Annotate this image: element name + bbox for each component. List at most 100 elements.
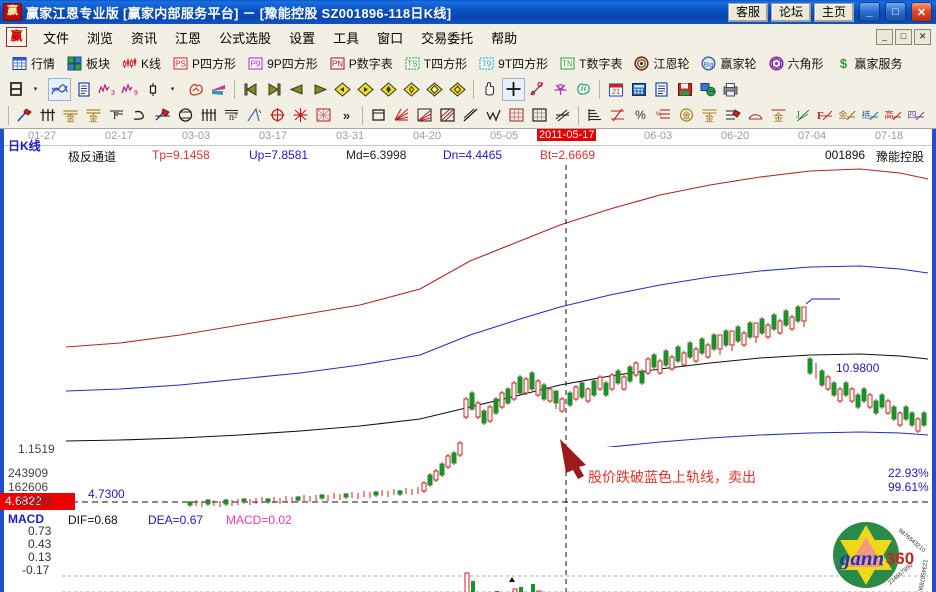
shortcut-hexagon[interactable]: 六角形 xyxy=(763,55,830,72)
gold-circle-icon[interactable]: 金 xyxy=(676,105,697,126)
shortcut-winner-service[interactable]: $ 赢家服务 xyxy=(830,55,909,72)
ma9-icon[interactable]: 9 xyxy=(119,79,140,100)
last-page-icon[interactable] xyxy=(263,79,284,100)
shortcut-t-table[interactable]: TN T数字表 xyxy=(554,55,628,72)
spider-web-icon[interactable] xyxy=(313,105,334,126)
shortcut-winner-wheel[interactable]: Big 赢家轮 xyxy=(695,55,762,72)
pen-red-icon[interactable] xyxy=(152,105,173,126)
next-icon[interactable] xyxy=(309,79,330,100)
chart-area[interactable]: 01-27 02-17 03-03 03-17 03-31 04-20 05-0… xyxy=(0,128,936,592)
single-bar-icon[interactable] xyxy=(142,79,163,100)
forum-button[interactable]: 论坛 xyxy=(770,2,811,22)
prev-icon[interactable] xyxy=(286,79,307,100)
maximize-button[interactable]: □ xyxy=(885,2,906,22)
network-icon[interactable] xyxy=(697,79,718,100)
crosshair-tool-icon[interactable] xyxy=(502,77,525,101)
histogram-icon[interactable] xyxy=(208,79,229,100)
j-line-icon[interactable]: J xyxy=(791,105,812,126)
percent-line-icon[interactable] xyxy=(607,105,628,126)
grid-lines-icon[interactable] xyxy=(37,105,58,126)
period-select-icon[interactable] xyxy=(5,79,26,100)
menu-item-help[interactable]: 帮助 xyxy=(491,30,518,46)
pencil-draw-icon[interactable] xyxy=(14,105,35,126)
minimize-button[interactable]: _ xyxy=(859,2,880,22)
angle-icon[interactable] xyxy=(244,105,265,126)
shortcut-sector[interactable]: 板块 xyxy=(61,55,116,72)
shortcut-p-table[interactable]: PN P数字表 xyxy=(324,55,399,72)
measure-tool-icon[interactable] xyxy=(527,79,548,100)
shortcut-t-square[interactable]: TS T四方形 xyxy=(399,55,473,72)
homepage-button[interactable]: 主页 xyxy=(813,2,854,22)
menu-item-trade[interactable]: 交易委托 xyxy=(421,30,474,46)
menu-item-settings[interactable]: 设置 xyxy=(289,30,316,46)
zoom-left-icon[interactable] xyxy=(332,79,353,100)
period-dropdown-caret[interactable]: ▾ xyxy=(33,86,38,93)
f-line-icon[interactable]: F xyxy=(814,105,835,126)
percent-steps-icon[interactable]: % xyxy=(653,105,674,126)
fan-red-icon[interactable] xyxy=(391,105,412,126)
gao-icon[interactable]: 高 xyxy=(883,105,904,126)
curve-icon[interactable] xyxy=(129,105,150,126)
calculator-icon[interactable] xyxy=(628,79,649,100)
menu-item-file[interactable]: 文件 xyxy=(43,30,70,46)
pattern-icon[interactable] xyxy=(185,79,206,100)
si-icon[interactable]: 四 xyxy=(906,105,927,126)
zoom-right-icon[interactable] xyxy=(355,79,376,100)
zigzag-icon[interactable] xyxy=(483,105,504,126)
print-icon[interactable] xyxy=(720,79,741,100)
box-diag-icon[interactable] xyxy=(437,105,458,126)
lian-icon[interactable]: 裢 xyxy=(860,105,881,126)
star-burst-icon[interactable] xyxy=(290,105,311,126)
menu-item-news[interactable]: 资讯 xyxy=(131,30,158,46)
zoom-in-icon[interactable] xyxy=(378,79,399,100)
bar-dropdown-caret[interactable]: ▾ xyxy=(170,86,175,93)
gold-ratio2-icon[interactable]: 金 xyxy=(83,105,104,126)
shortcut-9p-square[interactable]: P9 9P四方形 xyxy=(242,55,324,72)
grid-icon[interactable] xyxy=(506,105,527,126)
zoom-out-icon[interactable] xyxy=(401,79,422,100)
customer-service-button[interactable]: 客服 xyxy=(727,2,768,22)
target-icon[interactable] xyxy=(267,105,288,126)
save-icon[interactable] xyxy=(674,79,695,100)
gold-line-icon[interactable]: 金 xyxy=(699,105,720,126)
calendar-icon[interactable]: 21 xyxy=(605,79,626,100)
more-tools-icon[interactable]: » xyxy=(342,107,351,123)
percent-icon[interactable]: % xyxy=(635,108,646,122)
mdi-close-button[interactable]: ✕ xyxy=(914,29,931,45)
rect-icon[interactable] xyxy=(368,105,389,126)
contract-icon[interactable] xyxy=(447,79,468,100)
parallel-icon[interactable] xyxy=(552,105,573,126)
gold-fan-icon[interactable]: 金 xyxy=(768,105,789,126)
f-lines-icon[interactable]: F xyxy=(106,105,127,126)
menu-item-gann[interactable]: 江恩 xyxy=(175,30,202,46)
overlay-toggle-icon[interactable] xyxy=(48,77,71,101)
menu-item-tools[interactable]: 工具 xyxy=(333,30,360,46)
report-icon[interactable] xyxy=(73,79,94,100)
fan-fill-icon[interactable] xyxy=(414,105,435,126)
brain-tool-icon[interactable] xyxy=(573,79,594,100)
brush-icon[interactable] xyxy=(722,105,743,126)
shortcut-kline[interactable]: K线 xyxy=(116,55,167,72)
mdi-minimize-button[interactable]: _ xyxy=(876,29,893,45)
shortcut-gann-wheel[interactable]: 江恩轮 xyxy=(628,55,695,72)
shortcut-9t-square[interactable]: T9 9T四方形 xyxy=(473,55,554,72)
menu-item-window[interactable]: 窗口 xyxy=(377,30,404,46)
notes-icon[interactable] xyxy=(651,79,672,100)
ma3-icon[interactable]: 3 xyxy=(96,79,117,100)
grid2-icon[interactable] xyxy=(529,105,550,126)
close-button[interactable]: ✕ xyxy=(911,2,932,22)
circle-lines-icon[interactable] xyxy=(175,105,196,126)
gold-ratio1-icon[interactable]: 金 xyxy=(60,105,81,126)
shortcut-p-square[interactable]: PS P四方形 xyxy=(167,55,242,72)
hash-lines-icon[interactable] xyxy=(198,105,219,126)
menu-item-formula-screen[interactable]: 公式选股 xyxy=(219,30,272,46)
trend-line-icon[interactable] xyxy=(460,105,481,126)
menu-item-browse[interactable]: 浏览 xyxy=(87,30,114,46)
first-page-icon[interactable] xyxy=(240,79,261,100)
mdi-restore-button[interactable]: □ xyxy=(895,29,912,45)
arc-icon[interactable] xyxy=(745,105,766,126)
n-square-icon[interactable]: n² xyxy=(221,105,242,126)
ladder-icon[interactable] xyxy=(584,105,605,126)
expand-icon[interactable] xyxy=(424,79,445,100)
gold-angle-icon[interactable]: 金 xyxy=(837,105,858,126)
